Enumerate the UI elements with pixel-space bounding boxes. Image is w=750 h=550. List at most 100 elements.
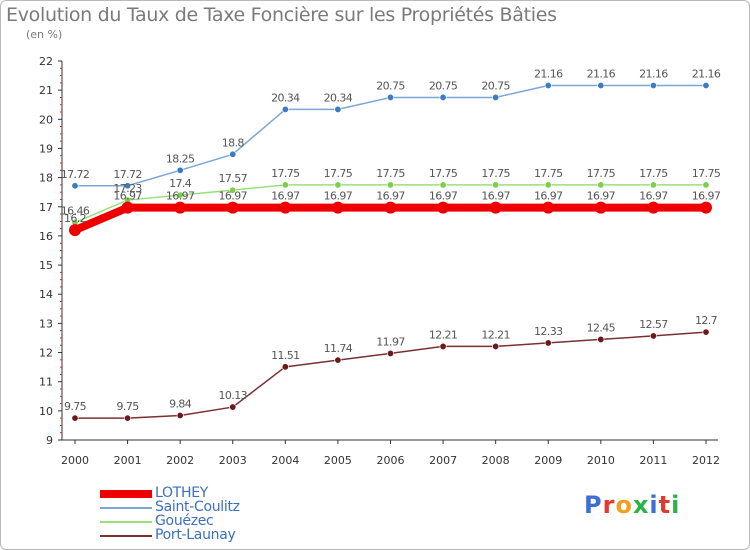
data-point-lothey [542, 201, 555, 214]
data-label-gou-zec: 16.46 [61, 205, 90, 218]
data-label-gou-zec: 17.75 [587, 167, 616, 180]
x-tick-label: 2006 [377, 454, 405, 467]
data-point-lothey [331, 201, 344, 214]
data-label-saint-coulitz: 21.16 [692, 67, 721, 80]
data-point-port-launay [71, 414, 79, 422]
y-tick-label: 21 [39, 84, 53, 97]
y-tick-label: 12 [39, 347, 53, 360]
data-point-port-launay [702, 328, 710, 336]
data-label-lothey: 16.97 [113, 190, 142, 203]
data-point-lothey [226, 201, 239, 214]
data-point-gou-zec [386, 181, 394, 189]
data-label-port-launay: 12.33 [534, 325, 563, 338]
data-label-lothey: 16.97 [534, 190, 563, 203]
data-label-port-launay: 12.21 [429, 328, 458, 341]
legend-swatch-lothey [100, 490, 152, 498]
data-point-saint-coulitz [439, 93, 447, 101]
chart-title: Evolution du Taux de Taxe Foncière sur l… [6, 4, 557, 26]
data-label-gou-zec: 17.75 [376, 167, 405, 180]
data-label-gou-zec: 17.75 [481, 167, 510, 180]
data-label-lothey: 16.97 [271, 190, 300, 203]
data-label-gou-zec: 17.75 [692, 167, 721, 180]
data-label-port-launay: 9.75 [117, 400, 140, 413]
data-point-lothey [700, 201, 712, 214]
data-point-gou-zec [439, 181, 447, 189]
x-tick-label: 2007 [429, 454, 457, 467]
proxiti-logo: Proxiti [584, 491, 681, 519]
data-point-port-launay [492, 342, 500, 350]
data-label-port-launay: 10.13 [219, 389, 248, 402]
data-label-port-launay: 12.45 [587, 321, 616, 334]
data-point-saint-coulitz [281, 105, 289, 113]
data-point-port-launay [124, 414, 132, 422]
y-tick-label: 15 [39, 259, 53, 272]
data-label-port-launay: 12.57 [639, 318, 668, 331]
data-point-lothey [594, 201, 607, 214]
y-tick-label: 13 [39, 317, 53, 330]
data-point-lothey [174, 201, 187, 214]
data-point-lothey [647, 201, 660, 214]
data-point-gou-zec [176, 191, 184, 199]
data-label-lothey: 16.97 [587, 190, 616, 203]
y-tick-label: 19 [39, 142, 53, 155]
data-point-saint-coulitz [334, 105, 342, 113]
data-label-port-launay: 9.84 [169, 398, 192, 411]
x-tick-label: 2011 [639, 454, 667, 467]
data-label-saint-coulitz: 17.72 [61, 168, 90, 181]
data-point-saint-coulitz [124, 182, 132, 190]
data-label-saint-coulitz: 18.8 [222, 136, 245, 149]
data-label-port-launay: 12.7 [695, 314, 718, 327]
data-point-saint-coulitz [597, 81, 605, 89]
data-label-saint-coulitz: 20.34 [324, 91, 353, 104]
data-label-lothey: 16.97 [692, 190, 721, 203]
legend-swatch-saint-coulitz [100, 507, 152, 509]
y-tick-label: 17 [39, 201, 53, 214]
data-point-port-launay [176, 412, 184, 420]
data-point-gou-zec [492, 181, 500, 189]
data-point-port-launay [649, 332, 657, 340]
x-tick-label: 2002 [166, 454, 194, 467]
data-point-port-launay [229, 403, 237, 411]
x-tick-label: 2003 [219, 454, 247, 467]
y-tick-label: 20 [39, 113, 53, 126]
data-point-saint-coulitz [229, 150, 237, 158]
data-label-gou-zec: 17.75 [324, 167, 353, 180]
data-point-saint-coulitz [71, 182, 79, 190]
data-label-saint-coulitz: 20.34 [271, 91, 300, 104]
x-tick-label: 2008 [482, 454, 510, 467]
data-label-gou-zec: 17.75 [639, 167, 668, 180]
data-label-saint-coulitz: 21.16 [587, 67, 616, 80]
legend-swatch-port-launay [100, 535, 152, 537]
data-label-lothey: 16.97 [429, 190, 458, 203]
data-label-port-launay: 9.75 [64, 400, 87, 413]
x-tick-label: 2000 [61, 454, 89, 467]
chart-unit: (en %) [26, 28, 63, 41]
data-point-lothey [384, 201, 397, 214]
data-label-gou-zec: 17.57 [219, 172, 248, 185]
data-label-saint-coulitz: 21.16 [534, 67, 563, 80]
data-label-lothey: 16.97 [219, 190, 248, 203]
data-point-lothey [121, 201, 134, 214]
data-label-saint-coulitz: 20.75 [481, 79, 510, 92]
data-label-gou-zec: 17.75 [429, 167, 458, 180]
x-tick-label: 2010 [587, 454, 615, 467]
data-point-gou-zec [229, 186, 237, 194]
data-label-lothey: 16.97 [639, 190, 668, 203]
legend-swatch-gouezec [100, 521, 152, 523]
legend-label: Port-Launay [155, 527, 236, 543]
y-tick-label: 18 [39, 172, 53, 185]
data-point-gou-zec [544, 181, 552, 189]
legend-label: Saint-Coulitz [155, 499, 240, 515]
data-label-port-launay: 11.97 [376, 335, 405, 348]
data-point-gou-zec [597, 181, 605, 189]
data-label-gou-zec: 17.75 [271, 167, 300, 180]
data-point-port-launay [281, 363, 289, 371]
legend-label: Gouézec [155, 513, 214, 529]
data-point-port-launay [334, 356, 342, 364]
data-point-gou-zec [281, 181, 289, 189]
data-point-saint-coulitz [176, 166, 184, 174]
data-label-saint-coulitz: 17.72 [113, 168, 142, 181]
data-label-gou-zec: 17.23 [113, 182, 142, 195]
data-label-port-launay: 11.51 [271, 349, 300, 362]
